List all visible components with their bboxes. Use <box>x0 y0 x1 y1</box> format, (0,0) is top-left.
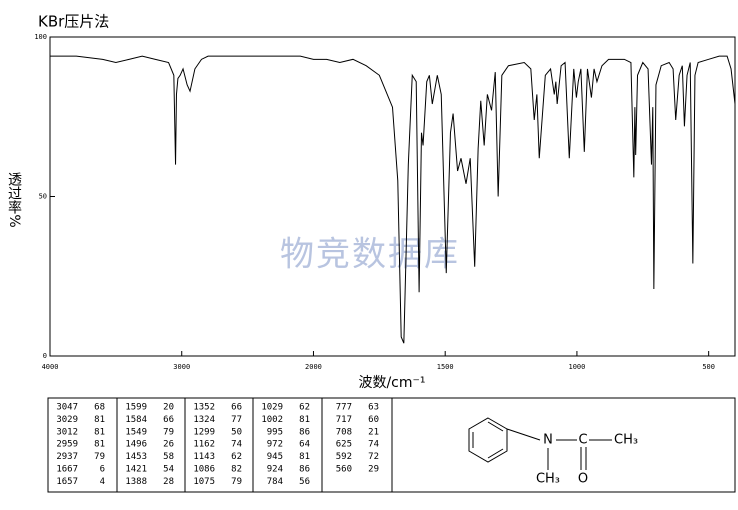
x-tick-label: 1000 <box>568 363 585 371</box>
peak-wavenumber: 560 <box>336 465 352 475</box>
peak-transmittance: 86 <box>299 465 310 475</box>
peak-wavenumber: 784 <box>267 477 283 487</box>
peak-transmittance: 74 <box>368 440 379 450</box>
peak-transmittance: 29 <box>368 465 379 475</box>
peak-transmittance: 60 <box>368 415 379 425</box>
peak-transmittance: 77 <box>231 415 242 425</box>
peak-wavenumber: 708 <box>336 427 352 437</box>
peak-transmittance: 66 <box>163 415 174 425</box>
peak-transmittance: 62 <box>299 403 310 413</box>
peak-wavenumber: 1352 <box>193 403 215 413</box>
peak-wavenumber: 972 <box>267 440 283 450</box>
peak-transmittance: 66 <box>231 403 242 413</box>
peak-wavenumber: 717 <box>336 415 352 425</box>
peak-transmittance: 82 <box>231 465 242 475</box>
y-tick-label: 0 <box>43 352 47 360</box>
peak-wavenumber: 592 <box>336 452 352 462</box>
x-tick-label: 500 <box>702 363 715 371</box>
peak-wavenumber: 1584 <box>125 415 147 425</box>
peak-transmittance: 62 <box>231 452 242 462</box>
peak-transmittance: 4 <box>100 477 105 487</box>
x-tick-label: 2000 <box>305 363 322 371</box>
peak-transmittance: 81 <box>94 427 105 437</box>
peak-wavenumber: 1496 <box>125 440 147 450</box>
peak-transmittance: 81 <box>299 452 310 462</box>
peak-wavenumber: 1667 <box>56 465 78 475</box>
peak-transmittance: 79 <box>163 427 174 437</box>
peak-wavenumber: 995 <box>267 427 283 437</box>
peak-wavenumber: 777 <box>336 403 352 413</box>
peak-wavenumber: 2937 <box>56 452 78 462</box>
peak-wavenumber: 2959 <box>56 440 78 450</box>
atom-label: C <box>578 433 587 448</box>
peak-wavenumber: 625 <box>336 440 352 450</box>
peak-wavenumber: 3012 <box>56 427 78 437</box>
peak-wavenumber: 1388 <box>125 477 147 487</box>
structure <box>468 417 612 470</box>
x-tick-label: 1500 <box>437 363 454 371</box>
peak-wavenumber: 3047 <box>56 403 78 413</box>
ring-bond <box>487 448 504 459</box>
chart-title: KBr压片法 <box>38 13 109 31</box>
peak-wavenumber: 1324 <box>193 415 215 425</box>
atom-label: O <box>578 472 588 487</box>
peak-transmittance: 81 <box>94 440 105 450</box>
peak-wavenumber: 924 <box>267 465 283 475</box>
ring-bond <box>487 421 504 432</box>
peak-transmittance: 81 <box>299 415 310 425</box>
atom-label: CH₃ <box>536 472 560 487</box>
peak-transmittance: 72 <box>368 452 379 462</box>
peak-wavenumber: 1421 <box>125 465 147 475</box>
x-tick-label: 3000 <box>173 363 190 371</box>
peak-transmittance: 20 <box>163 403 174 413</box>
peak-transmittance: 50 <box>231 427 242 437</box>
peak-wavenumber: 1299 <box>193 427 215 437</box>
peak-wavenumber: 1075 <box>193 477 215 487</box>
peak-transmittance: 79 <box>94 452 105 462</box>
peak-transmittance: 86 <box>299 427 310 437</box>
watermark: 物竞数据库 <box>280 235 460 275</box>
peak-wavenumber: 1549 <box>125 427 147 437</box>
benzene-ring <box>468 417 508 463</box>
y-tick-label: 100 <box>34 33 47 41</box>
x-axis-label: 波数/cm⁻¹ <box>358 375 425 391</box>
peak-wavenumber: 1657 <box>56 477 78 487</box>
peak-wavenumber: 945 <box>267 452 283 462</box>
peak-transmittance: 26 <box>163 440 174 450</box>
peak-transmittance: 6 <box>100 465 105 475</box>
atom-label: N <box>543 433 553 448</box>
peak-transmittance: 56 <box>299 477 310 487</box>
x-tick-label: 4000 <box>42 363 59 371</box>
peak-transmittance: 79 <box>231 477 242 487</box>
peak-wavenumber: 3029 <box>56 415 78 425</box>
peak-wavenumber: 1029 <box>261 403 283 413</box>
peak-transmittance: 81 <box>94 415 105 425</box>
plot-frame <box>49 36 736 357</box>
y-axis-label: 透过率% <box>6 172 22 227</box>
peak-transmittance: 74 <box>231 440 242 450</box>
peak-transmittance: 58 <box>163 452 174 462</box>
peak-transmittance: 63 <box>368 403 379 413</box>
peak-wavenumber: 1599 <box>125 403 147 413</box>
peak-wavenumber: 1453 <box>125 452 147 462</box>
peak-transmittance: 21 <box>368 427 379 437</box>
peak-wavenumber: 1162 <box>193 440 215 450</box>
peak-wavenumber: 1143 <box>193 452 215 462</box>
peak-transmittance: 64 <box>299 440 310 450</box>
peak-wavenumber: 1002 <box>261 415 283 425</box>
peak-transmittance: 68 <box>94 403 105 413</box>
y-tick-label: 50 <box>39 193 47 201</box>
atom-label: CH₃ <box>614 433 638 448</box>
peak-wavenumber: 1086 <box>193 465 215 475</box>
bond <box>506 428 541 441</box>
spectrum-line <box>50 55 736 344</box>
peak-transmittance: 54 <box>163 465 174 475</box>
peak-transmittance: 28 <box>163 477 174 487</box>
